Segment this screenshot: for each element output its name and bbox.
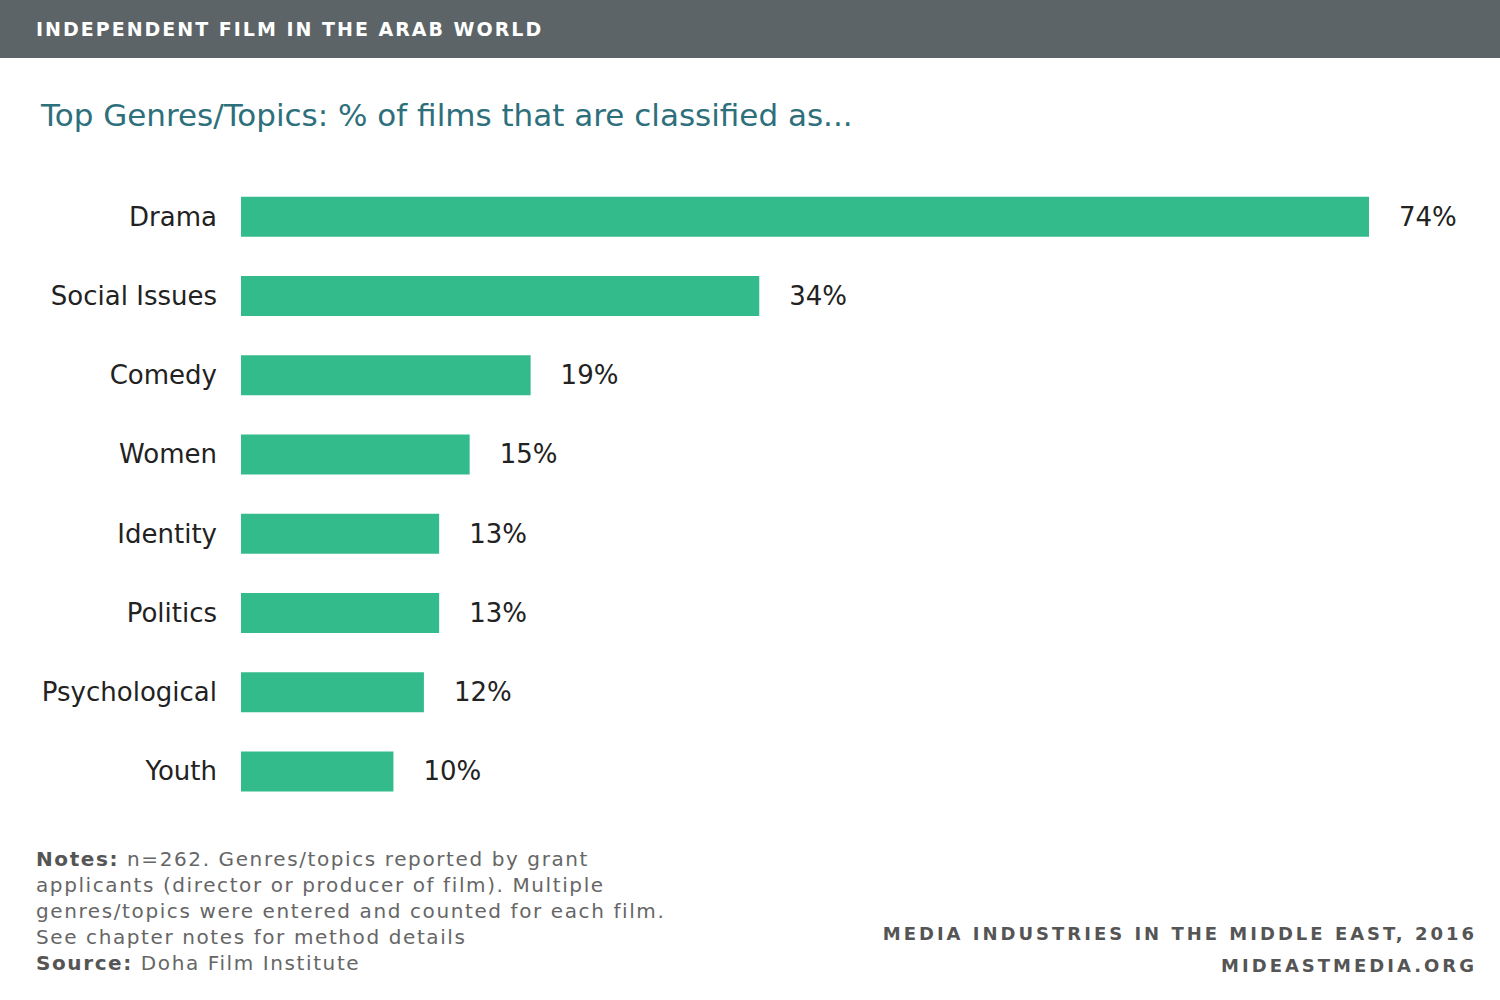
svg-text:12%: 12%: [454, 677, 512, 707]
svg-text:Psychological: Psychological: [42, 677, 217, 707]
html-text:Source: Doha Film Institute: Source: Doha Film Institute: [36, 951, 361, 975]
svg-text:Top Genres/Topics: % of films: Top Genres/Topics: % of films that are c…: [40, 97, 853, 133]
svg-text:Identity: Identity: [117, 519, 217, 549]
svg-text:10%: 10%: [423, 756, 481, 786]
svg-text:Drama: Drama: [129, 202, 217, 232]
svg-text:Comedy: Comedy: [110, 360, 217, 390]
html-text:MEDIA INDUSTRIES IN THE MIDDLE: MEDIA INDUSTRIES IN THE MIDDLE EAST, 201…: [882, 923, 1477, 944]
svg-text:Women: Women: [119, 439, 217, 469]
svg-text:34%: 34%: [789, 281, 847, 311]
svg-text:19%: 19%: [561, 360, 619, 390]
svg-text:Social Issues: Social Issues: [51, 281, 217, 311]
html-text:INDEPENDENT FILM IN THE ARAB W: INDEPENDENT FILM IN THE ARAB WORLD: [36, 18, 544, 40]
svg-text:Politics: Politics: [127, 598, 217, 628]
html-text:MIDEASTMEDIA.ORG: MIDEASTMEDIA.ORG: [1221, 955, 1477, 976]
html-text:Notes: n=262. Genres/topics re: Notes: n=262. Genres/topics reported by …: [36, 847, 666, 949]
svg-text:13%: 13%: [469, 519, 527, 549]
svg-text:15%: 15%: [500, 439, 558, 469]
svg-text:13%: 13%: [469, 598, 527, 628]
svg-text:Youth: Youth: [145, 756, 218, 786]
svg-text:74%: 74%: [1399, 202, 1457, 232]
